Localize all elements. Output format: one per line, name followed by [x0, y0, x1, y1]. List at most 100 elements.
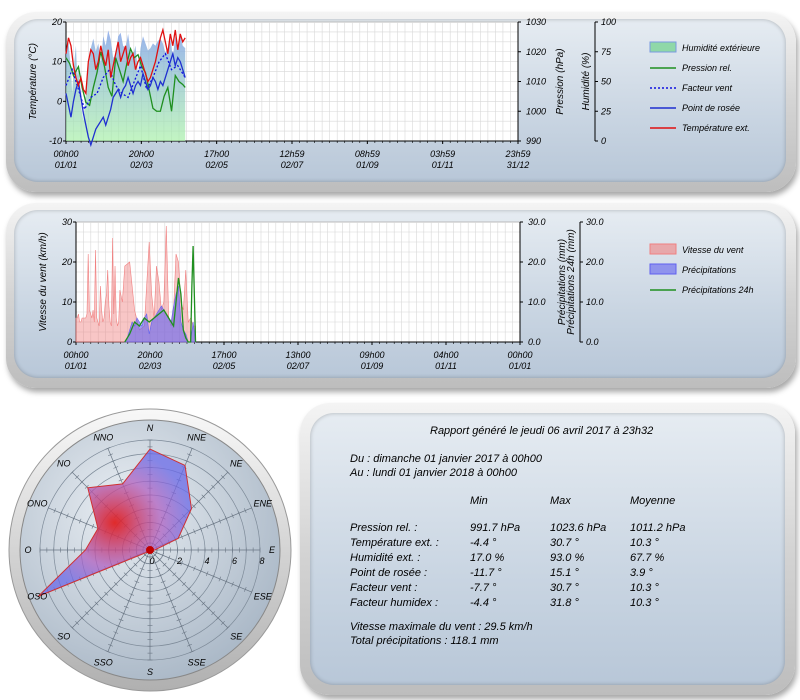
rose-tick — [123, 605, 129, 609]
rose-tick — [206, 489, 211, 494]
report-max: 30.7 ° — [550, 537, 579, 549]
y-tick-label: 20 — [51, 17, 62, 27]
x-tick-label: 02/03 — [130, 160, 153, 170]
report-label: Pression rel. : — [350, 522, 418, 534]
rose-tick — [163, 586, 169, 590]
rose-tick — [129, 593, 135, 596]
rose-tick — [225, 470, 230, 475]
rose-tick — [187, 453, 192, 456]
y2-tick-label: 990 — [526, 136, 541, 146]
x-tick-label: 01/01 — [55, 160, 78, 170]
rose-tick — [250, 589, 253, 595]
rose-tick — [108, 644, 113, 647]
rose-radial-label: 0 — [149, 556, 154, 566]
rose-tick — [182, 582, 187, 587]
header-min: Min — [470, 495, 488, 507]
rose-tick — [201, 494, 206, 499]
y2-tick-label: 1030 — [526, 17, 546, 27]
y3-tick-label: 0 — [601, 136, 606, 146]
rose-tick — [172, 572, 177, 577]
report-max: 30.7 ° — [550, 582, 579, 594]
legend-label: Précipitations — [682, 265, 737, 275]
y-tick-label: 0 — [67, 337, 72, 347]
rose-tick — [187, 644, 192, 647]
y3-tick-label: 0.0 — [586, 337, 599, 347]
report-label: Facteur humidex : — [350, 597, 439, 609]
rose-tick — [191, 591, 196, 596]
rose-tick — [138, 557, 143, 562]
series-area-1 — [124, 285, 196, 343]
rose-tick — [206, 606, 211, 611]
legend-label: Point de rosée — [682, 103, 740, 113]
rose-tick — [116, 624, 121, 628]
total-rain: Total précipitations : 118.1 mm — [350, 635, 499, 647]
rose-tick — [121, 612, 127, 615]
rose-tick — [184, 637, 190, 641]
rose-direction-label: SSO — [94, 658, 113, 668]
rose-tick — [193, 565, 196, 571]
x-tick-label: 01/09 — [356, 160, 379, 170]
rose-tick — [123, 572, 128, 577]
report-min: 17.0 % — [470, 552, 505, 564]
report-avg: 10.3 ° — [630, 597, 659, 609]
x-tick-label: 08h59 — [355, 149, 380, 159]
y3-axis-title: Précipitations 24h (mm) — [566, 229, 577, 335]
rose-tick — [211, 484, 216, 489]
x-tick-label: 02/03 — [139, 361, 162, 371]
x-tick-label: 17h00 — [204, 149, 229, 159]
y-tick-label: -10 — [49, 136, 62, 146]
y-tick-label: 10 — [62, 297, 72, 307]
rose-tick — [105, 447, 111, 450]
x-tick-label: 00h00 — [53, 149, 78, 159]
rose-direction-label: SSE — [188, 658, 207, 668]
report-avg: 3.9 ° — [630, 567, 653, 579]
rose-tick — [225, 625, 230, 630]
y2-tick-label: 1010 — [526, 77, 546, 87]
rose-tick — [113, 631, 119, 634]
rose-tick — [110, 459, 116, 463]
rose-tick — [237, 584, 241, 590]
y3-tick-label: 30.0 — [586, 217, 604, 227]
rose-tick — [199, 568, 203, 574]
x-tick-label: 20h00 — [128, 149, 154, 159]
report-period-to: Au : lundi 01 janvier 2018 à 00h00 — [350, 467, 517, 479]
rose-tick — [113, 466, 119, 469]
rose-tick — [72, 516, 76, 521]
rose-tick — [165, 593, 171, 596]
rose-tick — [126, 599, 132, 603]
rose-tick — [244, 508, 247, 513]
y2-tick-label: 1020 — [526, 47, 546, 57]
x-tick-label: 00h00 — [63, 350, 88, 360]
rose-tick — [53, 508, 56, 513]
rose-tick — [237, 510, 241, 516]
y3-tick-label: 75 — [601, 47, 612, 57]
x-tick-label: 01/01 — [509, 361, 532, 371]
x-tick-label: 00h00 — [507, 350, 532, 360]
y-tick-label: 20 — [61, 257, 72, 267]
rose-radial-label: 6 — [232, 556, 237, 566]
series-line-2 — [65, 52, 186, 111]
report-label: Point de rosée : — [350, 567, 428, 579]
rose-direction-label: NO — [57, 459, 71, 469]
report-min: -4.4 ° — [470, 597, 497, 609]
x-tick-label: 02/05 — [205, 160, 229, 170]
y2-axis-title: Précipitations (mm) — [557, 239, 568, 325]
rose-tick — [105, 650, 111, 653]
rose-direction-label: NE — [230, 459, 243, 469]
rose-tick — [79, 479, 84, 484]
rose-tick — [160, 580, 166, 583]
x-tick-label: 23h59 — [504, 149, 530, 159]
y2-axis-title: Pression (hPa) — [555, 48, 566, 114]
legend-swatch — [649, 41, 677, 53]
rose-tick — [113, 582, 118, 587]
report-label: Facteur vent : — [350, 582, 418, 594]
rose-tick — [216, 479, 221, 484]
x-tick-label: 12h59 — [279, 149, 304, 159]
rose-tick — [84, 611, 89, 616]
rose-tick — [89, 606, 94, 611]
rose-tick — [118, 478, 124, 482]
y3-axis-title: Humidité (%) — [581, 53, 592, 111]
rose-tick — [133, 562, 138, 567]
rose-radial-label: 8 — [259, 556, 264, 566]
rose-tick — [142, 561, 148, 564]
